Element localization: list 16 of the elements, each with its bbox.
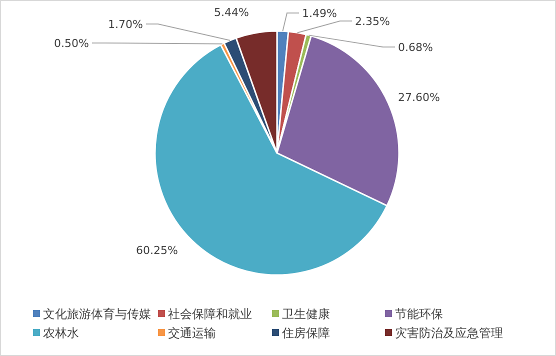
legend-label: 农林水 [43, 326, 79, 340]
data-label: 1.49% [302, 7, 337, 20]
legend-label: 住房保障 [281, 326, 330, 340]
legend-label: 文化旅游体育与传媒 [43, 307, 151, 321]
data-label: 60.25% [136, 244, 178, 257]
data-label: 0.68% [398, 41, 433, 54]
data-label: 1.70% [108, 18, 143, 31]
data-label: 2.35% [355, 15, 390, 28]
legend-label: 社会保障和就业 [168, 307, 252, 321]
legend-label: 灾害防治及应急管理 [395, 326, 503, 340]
legend-label: 交通运输 [168, 326, 216, 340]
data-label: 0.50% [54, 37, 89, 50]
data-label: 5.44% [214, 6, 249, 19]
legend-label: 节能环保 [395, 307, 443, 321]
legend-label: 卫生健康 [282, 307, 330, 321]
data-label: 27.60% [398, 91, 440, 104]
